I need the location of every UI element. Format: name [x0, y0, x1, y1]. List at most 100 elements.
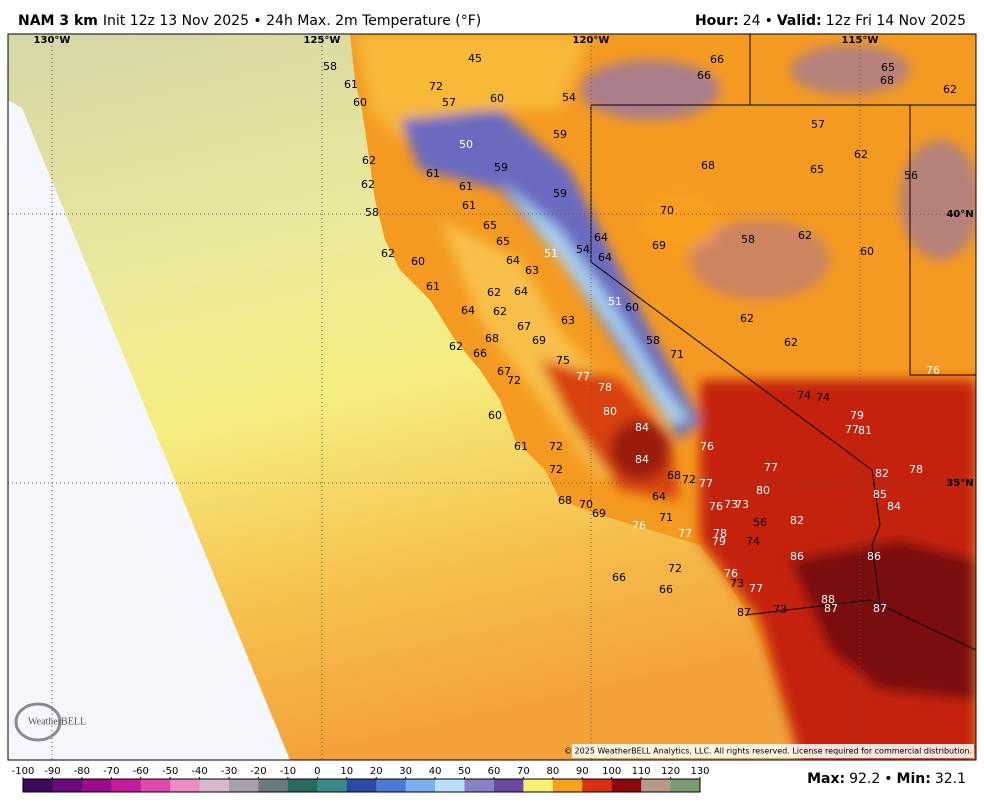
- colorbar-segment: [111, 779, 142, 792]
- temperature-label: 78: [713, 527, 727, 540]
- temperature-label: 87: [737, 606, 751, 619]
- colorbar: -100 -90 -80 -70 -60 -50 -40 -30 -20 -10 0 10 20 30 40…: [12, 766, 710, 793]
- temperature-label: 76: [700, 440, 714, 453]
- logo: WeatherBELL: [14, 702, 86, 742]
- temperature-label: 86: [790, 550, 804, 563]
- colorbar-segment: [611, 779, 642, 792]
- colorbar-segment: [317, 779, 348, 792]
- temperature-label: 63: [561, 314, 575, 327]
- temperature-label: 69: [592, 507, 606, 520]
- colorbar-tick-label: -30: [221, 766, 237, 777]
- map-labels: 130°W 125°W 120°W 115°W40°N35°N586160725745…: [34, 35, 974, 619]
- colorbar-tick-label: 20: [370, 766, 383, 777]
- temperature-label: 86: [867, 550, 881, 563]
- colorbar-tick-label: -90: [44, 766, 60, 777]
- temperature-label: 64: [652, 490, 666, 503]
- hour: 24: [743, 13, 761, 29]
- temperature-label: 61: [426, 280, 440, 293]
- borders: [590, 34, 976, 651]
- longitude-label: 130°W: [34, 35, 71, 46]
- valid-label: Valid:: [777, 13, 822, 29]
- temperature-label: 67: [517, 320, 531, 333]
- temperature-label: 62: [740, 312, 754, 325]
- temperature-label: 64: [506, 254, 520, 267]
- temperature-label: 75: [556, 354, 570, 367]
- temperature-label: 76: [724, 567, 738, 580]
- header-left: NAM 3 km Init 12z 13 Nov 2025 • 24h Max. …: [18, 13, 481, 29]
- temperature-label: 54: [562, 91, 576, 104]
- temperature-label: 58: [646, 334, 660, 347]
- temperature-label: 71: [670, 348, 684, 361]
- colorbar-tick-label: 70: [517, 766, 530, 777]
- separator: •: [884, 771, 892, 787]
- temperature-label: 64: [461, 304, 475, 317]
- temperature-label: 72: [549, 440, 563, 453]
- temperature-label: 66: [659, 583, 673, 596]
- temperature-label: 66: [473, 347, 487, 360]
- temperature-label: 54: [576, 243, 590, 256]
- temperature-label: 62: [798, 229, 812, 242]
- temperature-label: 67: [497, 365, 511, 378]
- temperature-label: 56: [904, 169, 918, 182]
- colorbar-tick-label: 110: [632, 766, 651, 777]
- temperature-label: 70: [579, 498, 593, 511]
- model: NAM 3 km: [18, 13, 98, 29]
- temperature-label: 65: [483, 219, 497, 232]
- temperature-label: 71: [659, 511, 673, 524]
- colorbar-tick-label: 30: [399, 766, 412, 777]
- temperature-label: 61: [514, 440, 528, 453]
- colorbar-frame: [22, 778, 701, 793]
- temperature-label: 68: [558, 494, 572, 507]
- temperature-label: 73: [773, 603, 787, 616]
- colorbar-tick-label: 120: [661, 766, 680, 777]
- temperature-label: 82: [875, 467, 889, 480]
- temperature-label: 57: [811, 118, 825, 131]
- temperature-label: 66: [710, 53, 724, 66]
- separator: •: [765, 13, 773, 29]
- temperature-label: 45: [468, 52, 482, 65]
- colorbar-tick-label: 40: [429, 766, 442, 777]
- footer: Max: 92.2 • Min: 32.1: [807, 771, 966, 787]
- colorbar-segment: [23, 779, 53, 792]
- temperature-label: 60: [411, 255, 425, 268]
- colorbar-segment: [493, 779, 524, 792]
- temperature-label: 78: [909, 463, 923, 476]
- temperature-label: 77: [764, 461, 778, 474]
- temperature-label: 68: [880, 74, 894, 87]
- colorbar-tick-label: 60: [488, 766, 501, 777]
- colorbar-tick-label: -60: [133, 766, 149, 777]
- temperature-label: 72: [429, 80, 443, 93]
- temperature-label: 61: [462, 199, 476, 212]
- temperature-label: 59: [553, 128, 567, 141]
- max-label: Max:: [807, 771, 845, 787]
- longitude-label: 115°W: [842, 35, 879, 46]
- colorbar-tick-label: 10: [340, 766, 353, 777]
- temperature-label: 87: [873, 602, 887, 615]
- temperature-label: 65: [810, 163, 824, 176]
- temperature-label: 62: [487, 286, 501, 299]
- temperature-label: 68: [485, 332, 499, 345]
- colorbar-tick-label: 90: [576, 766, 589, 777]
- colorbar-segment: [199, 779, 230, 792]
- latitude-label: 40°N: [946, 209, 973, 220]
- temperature-label: 61: [344, 78, 358, 91]
- temperature-label: 61: [459, 180, 473, 193]
- latitude-label: 35°N: [946, 478, 973, 489]
- temperature-label: 62: [854, 148, 868, 161]
- temperature-label: 77: [576, 370, 590, 383]
- temperature-label: 73: [724, 498, 738, 511]
- temperature-label: 72: [549, 463, 563, 476]
- colorbar-segment: [523, 779, 554, 792]
- colorbar-tick-label: -20: [250, 766, 266, 777]
- header-right: Hour: 24 • Valid: 12z Fri 14 Nov 2025: [695, 13, 966, 29]
- temperature-label: 61: [426, 167, 440, 180]
- temperature-label: 65: [496, 235, 510, 248]
- temperature-label: 72: [507, 374, 521, 387]
- description: Init 12z 13 Nov 2025 • 24h Max. 2m Tempe…: [103, 13, 481, 29]
- temperature-label: 74: [746, 535, 760, 548]
- temperature-label: 73: [735, 498, 749, 511]
- no-data-area: [8, 100, 290, 760]
- temperature-label: 76: [632, 519, 646, 532]
- temperature-label: 64: [594, 231, 608, 244]
- temperature-label: 62: [493, 305, 507, 318]
